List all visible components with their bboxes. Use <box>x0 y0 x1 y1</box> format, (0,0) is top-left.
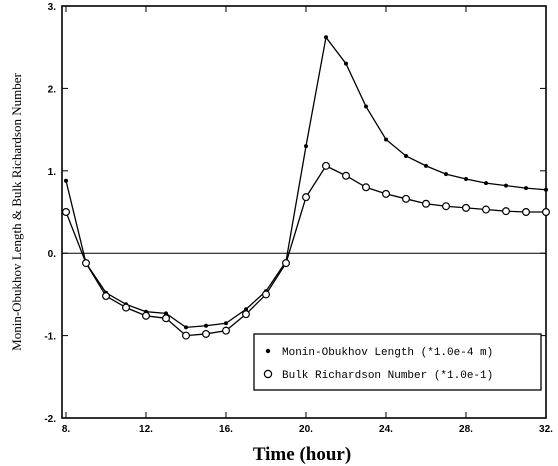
series-line-1 <box>65 35 547 329</box>
data-point-monin-obukhov <box>404 153 408 158</box>
data-point-monin-obukhov <box>384 137 388 142</box>
data-point-monin-obukhov <box>424 163 428 168</box>
data-point-bulk-richardson <box>521 208 530 217</box>
x-tick-label: 24. <box>379 424 393 435</box>
data-point-bulk-richardson <box>402 194 411 203</box>
data-point-bulk-richardson <box>482 205 491 214</box>
data-point-bulk-richardson <box>162 314 171 323</box>
legend-label-bulk-richardson: Bulk Richardson Number (*1.0e-1) <box>282 370 493 382</box>
data-point-bulk-richardson <box>442 202 451 211</box>
legend: Monin-Obukhov Length (*1.0e-4 m) Bulk Ri… <box>253 333 542 391</box>
data-point-monin-obukhov <box>444 172 448 177</box>
series-lines <box>65 35 547 337</box>
legend-marker-bulk-richardson <box>263 369 273 379</box>
y-tick-label: 3. <box>48 2 57 13</box>
data-point-monin-obukhov <box>524 186 528 191</box>
data-point-monin-obukhov <box>244 307 248 312</box>
x-tick-label: 8. <box>62 424 71 435</box>
data-point-bulk-richardson <box>81 259 90 268</box>
x-tick-label: 28. <box>459 424 473 435</box>
data-point-monin-obukhov <box>184 325 188 330</box>
data-point-bulk-richardson <box>222 326 231 335</box>
data-point-bulk-richardson <box>422 199 431 208</box>
data-point-bulk-richardson <box>61 208 70 217</box>
data-point-bulk-richardson <box>342 171 351 180</box>
data-point-bulk-richardson <box>282 259 291 268</box>
data-point-monin-obukhov <box>164 311 168 316</box>
x-tick-label: 12. <box>139 424 153 435</box>
data-point-bulk-richardson <box>101 292 110 301</box>
data-point-monin-obukhov <box>324 35 328 40</box>
data-point-monin-obukhov <box>304 144 308 149</box>
data-point-bulk-richardson <box>322 161 331 170</box>
y-tick-label: 1. <box>48 167 57 178</box>
data-point-bulk-richardson <box>262 290 271 299</box>
x-tick-label: 20. <box>299 424 313 435</box>
data-point-monin-obukhov <box>64 178 68 183</box>
legend-marker-monin-obukhov <box>265 348 271 354</box>
data-point-bulk-richardson <box>382 189 391 198</box>
data-point-bulk-richardson <box>362 183 371 192</box>
y-axis-label: Monin-Obukhov Length & Bulk Richardson N… <box>9 72 24 350</box>
y-tick-label: -1. <box>44 332 56 343</box>
data-point-bulk-richardson <box>202 329 211 338</box>
data-point-bulk-richardson <box>142 311 151 320</box>
data-point-monin-obukhov <box>224 321 228 326</box>
data-point-monin-obukhov <box>504 183 508 188</box>
y-tick-label: -2. <box>44 414 56 425</box>
axis-ticks: 8. 12. 16. 20. 24. 28. 32. -2. -1. 0. 1. 2. 3. <box>44 2 553 435</box>
data-point-bulk-richardson <box>121 303 130 312</box>
data-point-monin-obukhov <box>344 61 348 66</box>
data-point-bulk-richardson <box>182 331 191 340</box>
data-point-monin-obukhov <box>464 177 468 182</box>
data-point-bulk-richardson <box>502 207 511 216</box>
x-axis-label: Time (hour) <box>253 444 351 465</box>
legend-label-monin-obukhov: Monin-Obukhov Length (*1.0e-4 m) <box>282 347 493 359</box>
data-point-bulk-richardson <box>242 310 251 319</box>
y-tick-label: 0. <box>48 249 57 260</box>
data-point-bulk-richardson <box>462 203 471 212</box>
series-markers <box>61 35 550 340</box>
data-point-monin-obukhov <box>364 104 368 109</box>
y-tick-label: 2. <box>48 84 57 95</box>
data-point-bulk-richardson <box>541 208 550 217</box>
data-point-monin-obukhov <box>204 323 208 328</box>
series-line-2 <box>65 165 546 337</box>
data-point-monin-obukhov <box>484 181 488 186</box>
x-tick-label: 32. <box>539 424 553 435</box>
x-tick-label: 16. <box>219 424 233 435</box>
data-point-monin-obukhov <box>544 187 548 192</box>
legend-box <box>253 333 542 391</box>
data-point-bulk-richardson <box>302 193 311 202</box>
